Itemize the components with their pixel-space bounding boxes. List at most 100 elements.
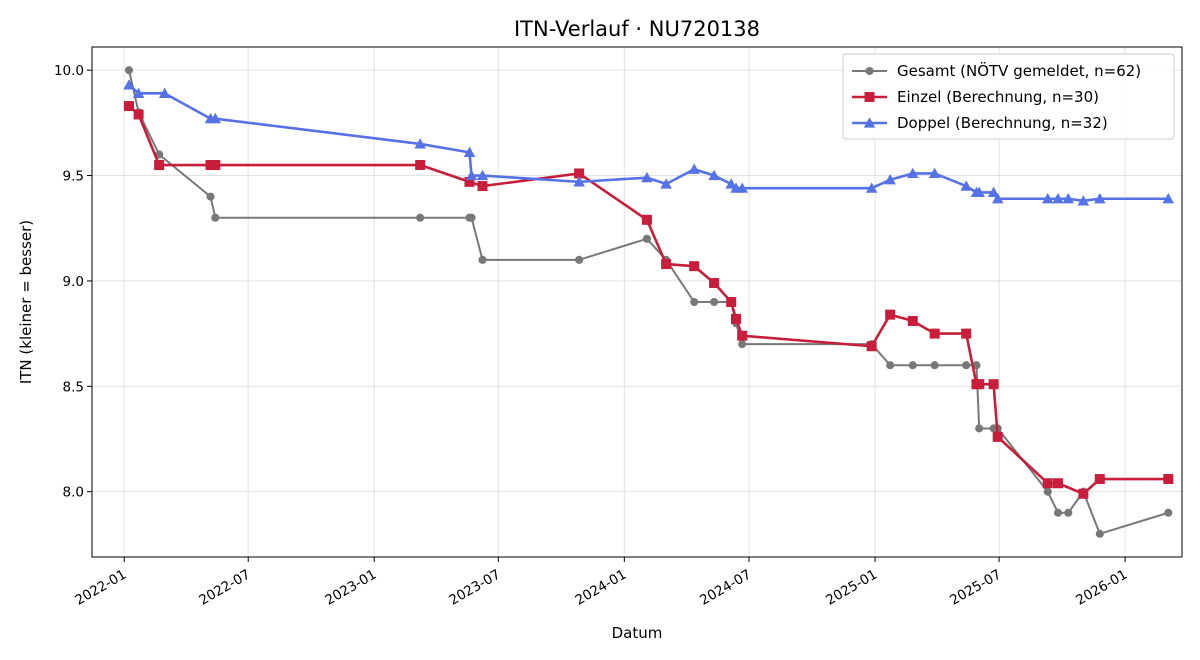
- x-tick-label: 2026-01: [1073, 567, 1130, 609]
- data-point-einzel: [1094, 474, 1105, 485]
- data-point-einzel: [641, 214, 652, 225]
- x-tick-label: 2025-01: [823, 567, 880, 609]
- data-point-gesamt: [155, 150, 164, 159]
- data-point-einzel: [464, 176, 475, 187]
- data-point-einzel: [726, 297, 737, 307]
- data-point-einzel: [737, 330, 748, 341]
- data-point-doppel: [1077, 195, 1090, 206]
- x-tick-label: 2025-07: [947, 567, 1004, 609]
- data-point-doppel: [1094, 192, 1106, 204]
- data-point-doppel: [1041, 192, 1054, 204]
- y-tick-label: 8.0: [63, 485, 84, 501]
- series-line-gesamt: [128, 69, 1169, 535]
- data-point-doppel: [132, 87, 145, 98]
- data-point-einzel: [123, 101, 134, 112]
- data-point-einzel: [988, 379, 999, 390]
- data-point-doppel: [960, 180, 972, 191]
- chart-title: ITN-Verlauf · NU720138: [514, 17, 760, 41]
- data-point-gesamt: [962, 361, 971, 370]
- legend-marker-einzel: [864, 92, 875, 102]
- data-point-doppel: [1162, 192, 1175, 204]
- data-point-gesamt: [1095, 529, 1104, 538]
- x-tick-label: 2023-01: [322, 567, 379, 609]
- series-doppel: [123, 79, 1175, 206]
- legend-entry-einzel: [852, 92, 887, 102]
- y-axis-ticks: 8.0 8.5 9.0 9.5 10.0: [54, 63, 92, 501]
- y-tick-label: 9.0: [63, 274, 84, 290]
- data-point-gesamt: [478, 255, 487, 264]
- data-point-gesamt: [467, 213, 476, 222]
- data-point-gesamt: [416, 213, 425, 222]
- legend-label-gesamt: Gesamt (NÖTV gemeldet, n=62): [897, 61, 1141, 80]
- data-point-doppel: [991, 192, 1004, 204]
- data-point-doppel: [973, 186, 985, 198]
- legend-marker-doppel: [863, 117, 876, 128]
- legend-label-doppel: Doppel (Berechnung, n=32): [897, 114, 1108, 132]
- data-point-doppel: [688, 163, 700, 174]
- data-point-einzel: [1042, 478, 1053, 489]
- data-point-gesamt: [124, 66, 134, 75]
- data-point-gesamt: [642, 234, 651, 243]
- series-layer: [123, 66, 1175, 538]
- data-point-einzel: [907, 315, 918, 326]
- y-tick-label: 10.0: [54, 63, 84, 79]
- data-point-gesamt: [886, 361, 895, 370]
- data-point-einzel: [1163, 474, 1174, 485]
- data-point-einzel: [689, 261, 700, 272]
- x-tick-label: 2022-07: [196, 567, 253, 609]
- series-line-einzel: [128, 105, 1169, 496]
- data-point-einzel: [1078, 488, 1089, 499]
- data-point-einzel: [709, 278, 720, 289]
- series-einzel: [123, 101, 1174, 499]
- data-point-gesamt: [1053, 508, 1063, 517]
- data-point-gesamt: [690, 297, 699, 307]
- data-point-gesamt: [211, 213, 220, 222]
- x-tick-label: 2024-01: [572, 567, 629, 609]
- data-point-doppel: [884, 174, 896, 185]
- data-point-einzel: [1052, 478, 1063, 489]
- legend: Gesamt (NÖTV gemeldet, n=62) Einzel (Bere…: [842, 53, 1175, 140]
- data-point-einzel: [992, 431, 1003, 442]
- x-tick-label: 2022-01: [72, 567, 129, 609]
- data-point-gesamt: [738, 340, 747, 349]
- y-tick-label: 8.5: [63, 379, 84, 395]
- data-point-gesamt: [1164, 508, 1173, 517]
- data-point-doppel: [641, 171, 653, 183]
- data-point-einzel: [961, 328, 972, 339]
- data-point-doppel: [463, 146, 476, 157]
- data-point-gesamt: [1064, 508, 1073, 517]
- data-point-doppel: [209, 112, 222, 124]
- data-point-einzel: [133, 109, 144, 120]
- data-point-gesamt: [206, 192, 215, 201]
- plot-frame: [91, 46, 1183, 558]
- x-tick-label: 2024-07: [697, 567, 754, 609]
- y-axis-label: ITN (kleiner = besser): [17, 220, 35, 384]
- legend-box: [842, 53, 1175, 140]
- data-point-einzel: [154, 160, 165, 171]
- legend-entry-gesamt: [852, 66, 887, 76]
- data-point-doppel: [865, 182, 878, 193]
- data-point-doppel: [573, 176, 585, 187]
- data-point-einzel: [866, 341, 877, 352]
- legend-label-einzel: Einzel (Berechnung, n=30): [897, 88, 1099, 106]
- data-point-doppel: [708, 169, 720, 181]
- data-point-doppel: [123, 79, 135, 90]
- x-tick-label: 2023-07: [446, 567, 503, 609]
- data-point-einzel: [661, 259, 672, 270]
- data-point-einzel: [415, 160, 426, 171]
- data-point-gesamt: [1043, 487, 1052, 496]
- data-point-einzel: [885, 309, 896, 320]
- data-point-einzel: [974, 379, 985, 390]
- data-point-doppel: [987, 186, 1000, 198]
- legend-entry-doppel: [852, 117, 887, 128]
- legend-marker-gesamt: [865, 66, 874, 76]
- data-point-einzel: [477, 181, 488, 192]
- data-point-doppel: [476, 169, 489, 181]
- data-point-doppel: [928, 167, 941, 179]
- data-point-gesamt: [930, 361, 939, 370]
- y-tick-label: 9.5: [63, 169, 84, 185]
- x-axis-label: Datum: [612, 624, 663, 642]
- data-point-gesamt: [575, 255, 584, 264]
